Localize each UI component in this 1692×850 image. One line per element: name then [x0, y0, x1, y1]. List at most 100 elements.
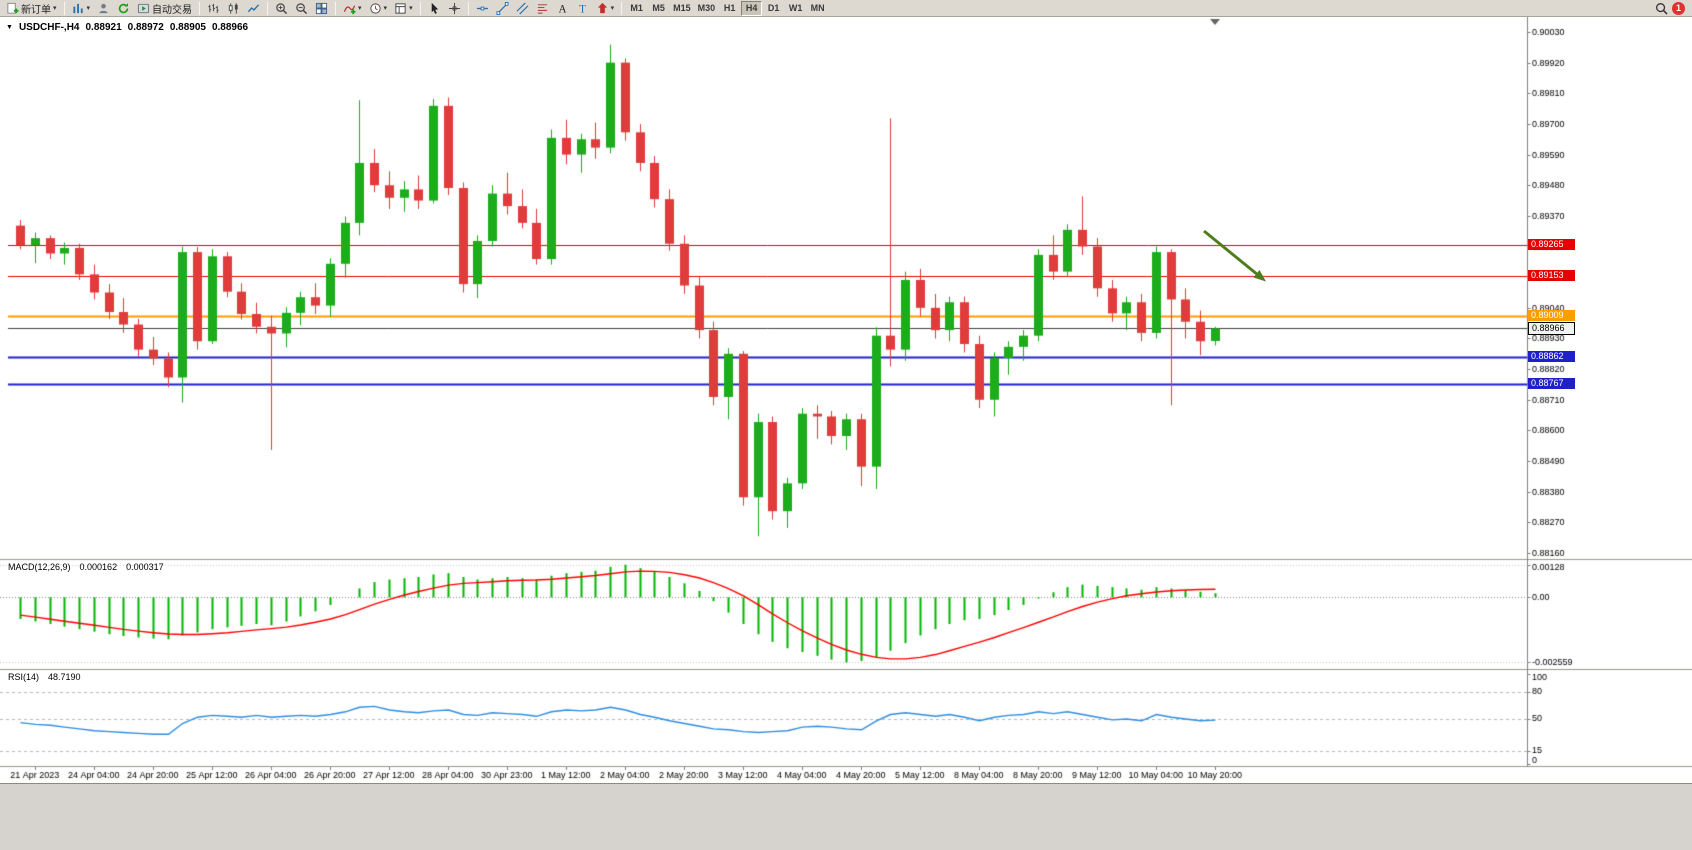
text-tool-button[interactable]: A	[553, 1, 572, 16]
bar-graph-icon	[72, 2, 85, 15]
macd-value-signal: 0.000317	[126, 562, 164, 572]
fibonacci-tool-button[interactable]	[533, 1, 552, 16]
auto-trading-icon	[137, 2, 150, 15]
horizontal-line-price-tag: 0.89153	[1528, 270, 1575, 281]
symbol-period-label: USDCHF-,H4	[18, 22, 80, 33]
zoom-out-icon	[295, 2, 308, 15]
new-order-icon	[6, 2, 19, 15]
timeframe-w1-button[interactable]: W1	[785, 1, 806, 16]
ohlc-high: 0.88972	[127, 22, 164, 33]
toolbar-separator	[267, 1, 269, 15]
caret-down-icon: ▾	[610, 4, 615, 12]
template-icon	[394, 2, 407, 15]
ohlc-open: 0.88921	[85, 22, 122, 33]
ohlc-bars-icon	[207, 2, 220, 15]
text-t-icon: T	[576, 2, 589, 14]
rsi-name: RSI(14)	[8, 672, 40, 682]
fibonacci-icon	[536, 2, 549, 15]
rsi-indicator-label: RSI(14) 48.7190	[8, 672, 81, 682]
channel-icon	[516, 2, 529, 15]
horizontal-line-price-tag: 0.88862	[1528, 351, 1575, 362]
trend-arrow-annotation[interactable]	[1196, 223, 1281, 298]
arrows-tool-button[interactable]: ▾	[593, 1, 618, 16]
search-icon	[1655, 2, 1668, 15]
tile-windows-icon	[315, 2, 328, 15]
toolbar-separator	[419, 1, 421, 15]
chevron-down-icon: ▼	[6, 24, 13, 31]
horizontal-line-price-tag: 0.88767	[1528, 378, 1575, 389]
ohlc-close: 0.88966	[211, 22, 249, 33]
horizontal-line-tool-button[interactable]	[473, 1, 492, 16]
macd-value-main: 0.000162	[79, 562, 118, 572]
templates-button[interactable]: ▾	[391, 1, 416, 16]
timeframe-m30-button[interactable]: M30	[695, 1, 719, 16]
notification-badge[interactable]: 1	[1672, 1, 1685, 15]
caret-down-icon: ▾	[53, 4, 57, 12]
line-chart-icon	[247, 2, 260, 15]
horizontal-line-icon	[476, 2, 489, 15]
new-chart-button[interactable]: ▾	[69, 1, 94, 16]
macd-name: MACD(12,26,9)	[8, 562, 71, 572]
caret-down-icon: ▾	[86, 4, 91, 12]
toolbar-separator	[467, 1, 469, 15]
chart-window: ▼ USDCHF-,H4 0.88921 0.88972 0.88905 0.8…	[0, 17, 1692, 783]
caret-down-icon: ▾	[383, 4, 388, 12]
candlestick-icon	[227, 2, 240, 15]
zoom-in-button[interactable]	[272, 1, 291, 16]
channel-tool-button[interactable]	[513, 1, 532, 16]
new-order-label: 新订单	[21, 4, 51, 16]
profiles-button[interactable]	[94, 1, 113, 16]
zoom-in-icon	[275, 2, 288, 15]
caret-down-icon: ▾	[409, 4, 413, 12]
horizontal-line-price-tag: 0.89265	[1528, 239, 1575, 250]
person-icon	[97, 2, 110, 15]
timeframe-m1-button[interactable]: M1	[626, 1, 647, 16]
timeframe-d1-button[interactable]: D1	[763, 1, 784, 16]
timeframe-h4-button[interactable]: H4	[741, 0, 763, 16]
auto-trading-button[interactable]: 自动交易	[134, 1, 195, 16]
timeframe-h1-button[interactable]: H1	[719, 1, 740, 16]
toolbar-separator	[621, 1, 623, 15]
price-chart-canvas[interactable]	[0, 17, 1692, 783]
indicators-button[interactable]: ▾	[340, 1, 365, 16]
indicator-plus-icon	[343, 2, 356, 15]
clock-icon	[369, 2, 382, 15]
status-bar-area	[0, 783, 1692, 850]
text-a-icon: A	[556, 2, 569, 14]
new-order-button[interactable]: 新订单 ▾	[3, 1, 60, 16]
svg-text:A: A	[558, 3, 566, 14]
crosshair-icon	[448, 2, 461, 15]
toolbar-separator	[63, 1, 65, 15]
search-button[interactable]	[1652, 1, 1671, 16]
refresh-icon	[117, 2, 130, 15]
horizontal-line-price-tag: 0.89009	[1528, 310, 1575, 321]
ohlc-low: 0.88905	[169, 22, 206, 33]
toolbar-separator	[199, 1, 201, 15]
macd-indicator-label: MACD(12,26,9) 0.000162 0.000317	[8, 562, 164, 572]
cursor-button[interactable]	[425, 1, 444, 16]
periods-button[interactable]: ▾	[366, 1, 391, 16]
bar-chart-type-button[interactable]	[204, 1, 223, 16]
auto-trading-label: 自动交易	[152, 4, 193, 16]
crosshair-button[interactable]	[445, 1, 464, 16]
timeframe-m15-button[interactable]: M15	[670, 1, 694, 16]
trendline-icon	[496, 1, 509, 15]
chart-symbol-info: ▼ USDCHF-,H4 0.88921 0.88972 0.88905 0.8…	[6, 22, 248, 33]
line-chart-type-button[interactable]	[244, 1, 263, 16]
label-tool-button[interactable]: T	[573, 1, 592, 16]
caret-down-icon: ▾	[358, 4, 362, 12]
candle-chart-type-button[interactable]	[224, 1, 243, 16]
tile-windows-button[interactable]	[312, 1, 331, 16]
svg-text:T: T	[579, 3, 586, 14]
toolbar-separator	[335, 1, 337, 15]
timeframe-m5-button[interactable]: M5	[648, 1, 669, 16]
refresh-button[interactable]	[114, 1, 133, 16]
cursor-arrow-icon	[428, 2, 441, 15]
zoom-out-button[interactable]	[292, 1, 311, 16]
trendline-tool-button[interactable]	[493, 1, 512, 16]
arrow-marker-icon	[596, 2, 609, 15]
timeframe-mn-button[interactable]: MN	[807, 1, 828, 16]
rsi-value: 48.7190	[48, 672, 81, 682]
main-toolbar: 新订单 ▾ ▾ 自动交易	[0, 0, 1692, 17]
current-price-tag: 0.88966	[1528, 322, 1575, 335]
